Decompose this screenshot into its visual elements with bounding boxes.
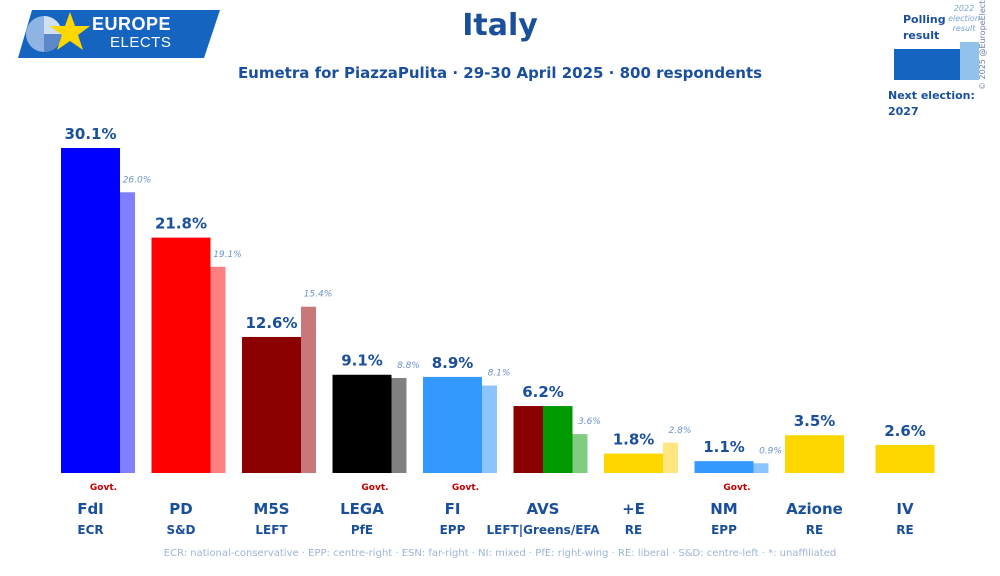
bar-azione bbox=[785, 435, 844, 473]
bar-e bbox=[604, 453, 663, 473]
prev-label-pd: 19.1% bbox=[213, 250, 242, 260]
bar-iv bbox=[875, 444, 935, 473]
group-label-avs: LEFT|Greens/EFA bbox=[486, 523, 600, 537]
prev-bar-fdi bbox=[120, 192, 135, 473]
prev-label-nm: 0.9% bbox=[759, 446, 782, 456]
legend-previous-result: 2022 election result bbox=[948, 4, 980, 33]
prev-bar-pd bbox=[210, 266, 226, 473]
star-icon bbox=[50, 12, 90, 50]
value-label-lega: 9.1% bbox=[341, 352, 383, 370]
group-label-pd: S&D bbox=[166, 523, 195, 537]
prev-bar-e bbox=[663, 442, 678, 473]
group-label-azione: RE bbox=[806, 523, 823, 537]
group-label-e: RE bbox=[625, 523, 642, 537]
prev-label-e: 2.8% bbox=[669, 426, 692, 436]
group-label-fi: EPP bbox=[440, 523, 466, 537]
prev-label-fi: 8.1% bbox=[488, 369, 511, 379]
group-label-fdi: ECR bbox=[77, 523, 103, 537]
bar-avs-1 bbox=[543, 406, 573, 473]
govt-label-nm: Govt. bbox=[723, 483, 750, 493]
value-label-iv: 2.6% bbox=[884, 422, 926, 440]
page-title: Italy bbox=[462, 8, 538, 43]
tick-label-nm: NM bbox=[710, 500, 737, 518]
prev-label-m5s: 15.4% bbox=[304, 290, 333, 300]
europe-elects-logo bbox=[18, 10, 220, 58]
govt-label-fi: Govt. bbox=[452, 483, 479, 493]
group-label-nm: EPP bbox=[711, 523, 737, 537]
page-subtitle: Eumetra for PiazzaPulita · 29-30 April 2… bbox=[237, 64, 763, 82]
tick-label-pd: PD bbox=[169, 500, 192, 518]
govt-label-lega: Govt. bbox=[361, 483, 388, 493]
group-legend-footer: ECR: national-conservative · EPP: centre… bbox=[163, 548, 837, 559]
logo-text-elects: ELECTS bbox=[110, 34, 172, 51]
prev-bar-fi bbox=[482, 385, 497, 473]
tick-label-m5s: M5S bbox=[253, 500, 289, 518]
value-label-e: 1.8% bbox=[613, 431, 655, 449]
group-label-iv: RE bbox=[896, 523, 913, 537]
tick-label-avs: AVS bbox=[526, 500, 559, 518]
group-label-m5s: LEFT bbox=[255, 523, 288, 537]
bar-fi bbox=[423, 376, 482, 473]
prev-label-avs: 3.6% bbox=[578, 417, 601, 427]
next-election-year: 2027 bbox=[888, 105, 919, 118]
legend-polling-result: Polling result bbox=[903, 13, 946, 42]
value-label-fdi: 30.1% bbox=[64, 125, 116, 143]
legend-swatch-polling bbox=[894, 49, 960, 80]
tick-label-fi: FI bbox=[445, 500, 461, 518]
value-label-nm: 1.1% bbox=[703, 438, 745, 456]
prev-label-fdi: 26.0% bbox=[123, 175, 152, 185]
value-label-pd: 21.8% bbox=[155, 215, 207, 233]
bar-pd bbox=[151, 237, 211, 473]
bar-avs-0 bbox=[513, 406, 543, 473]
prev-bar-lega bbox=[391, 377, 407, 473]
prev-bar-m5s bbox=[301, 306, 316, 473]
bar-nm bbox=[694, 461, 754, 473]
value-label-avs: 6.2% bbox=[522, 383, 564, 401]
value-label-azione: 3.5% bbox=[794, 412, 836, 430]
prev-bar-nm bbox=[753, 463, 769, 473]
next-election-info: Next election: 2027 bbox=[888, 88, 975, 120]
tick-label-fdi: FdI bbox=[77, 500, 104, 518]
prev-label-lega: 8.8% bbox=[397, 361, 420, 371]
next-election-label: Next election: bbox=[888, 89, 975, 102]
govt-label-fdi: Govt. bbox=[90, 483, 117, 493]
bar-lega bbox=[332, 374, 392, 473]
value-label-m5s: 12.6% bbox=[245, 314, 297, 332]
group-label-lega: PfE bbox=[351, 523, 373, 537]
prev-bar-avs bbox=[572, 434, 588, 473]
tick-label-azione: Azione bbox=[786, 500, 843, 518]
tick-label-iv: IV bbox=[896, 500, 914, 518]
legend-swatch-previous bbox=[960, 42, 979, 80]
tick-label-e: +E bbox=[622, 500, 645, 518]
bar-m5s bbox=[242, 336, 301, 473]
logo-text-europe: EUROPE bbox=[92, 14, 172, 34]
bar-fdi bbox=[61, 148, 120, 473]
value-label-fi: 8.9% bbox=[432, 354, 474, 372]
tick-label-lega: LEGA bbox=[340, 500, 384, 518]
